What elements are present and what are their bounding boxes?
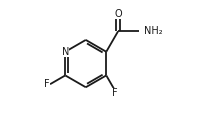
Text: O: O xyxy=(114,9,122,19)
Text: N: N xyxy=(62,47,69,57)
Text: F: F xyxy=(44,79,50,89)
Text: NH₂: NH₂ xyxy=(144,26,163,36)
Text: F: F xyxy=(112,88,118,98)
